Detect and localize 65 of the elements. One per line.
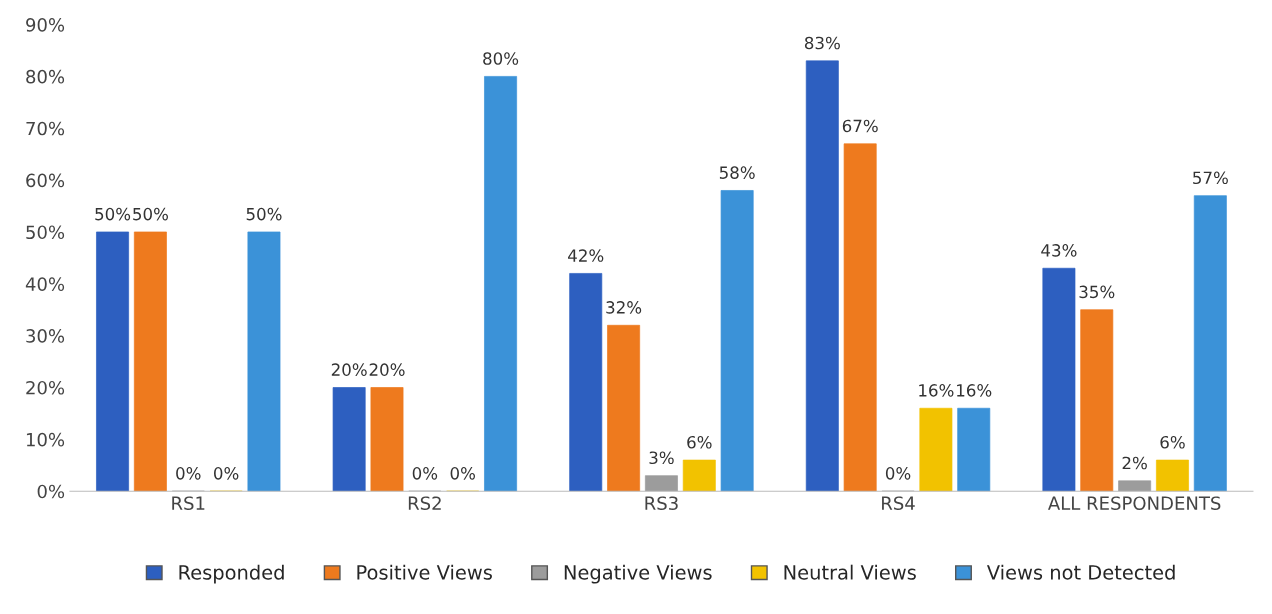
y-tick-label: 10% xyxy=(26,432,65,447)
data-label: 32% xyxy=(606,301,642,314)
bar xyxy=(1080,309,1114,492)
data-label: 0% xyxy=(176,467,201,480)
bar xyxy=(1156,459,1189,492)
data-label: 16% xyxy=(919,384,954,397)
bar xyxy=(957,407,991,492)
legend-label: Responded xyxy=(179,564,284,584)
y-tick-label: 90% xyxy=(26,18,65,32)
data-label: 43% xyxy=(1041,244,1077,257)
bar xyxy=(645,475,678,492)
y-tick-label: 20% xyxy=(26,380,65,395)
data-label: 6% xyxy=(687,435,712,449)
data-label: 50% xyxy=(133,207,168,221)
bar xyxy=(720,190,754,492)
legend-label: Negative Views xyxy=(564,564,712,584)
bar xyxy=(370,387,404,492)
bar xyxy=(133,231,167,492)
data-label: 42% xyxy=(568,249,604,262)
data-label: 0% xyxy=(412,467,438,480)
y-tick-label: 0% xyxy=(37,484,65,499)
bar xyxy=(332,387,366,492)
y-tick-label: 80% xyxy=(26,69,65,84)
bar xyxy=(805,60,839,492)
y-tick-label: 30% xyxy=(26,329,65,343)
data-label: 20% xyxy=(331,363,367,376)
y-tick-label: 60% xyxy=(26,173,65,188)
data-label: 3% xyxy=(649,451,674,465)
data-label: 83% xyxy=(804,36,840,50)
bar xyxy=(96,231,129,492)
x-tick-label: RS3 xyxy=(645,496,678,511)
y-tick-label: 50% xyxy=(26,225,65,240)
bar xyxy=(919,407,953,492)
x-tick-label: RS4 xyxy=(882,496,915,511)
data-label: 50% xyxy=(246,207,282,221)
bar xyxy=(1118,480,1152,492)
x-tick-label: RS2 xyxy=(408,496,441,511)
y-tick-label: 70% xyxy=(26,121,65,136)
data-label: 50% xyxy=(95,207,131,221)
y-tick-label: 40% xyxy=(25,277,65,291)
data-label: 35% xyxy=(1079,285,1115,299)
legend-label: Neutral Views xyxy=(784,564,916,580)
data-label: 6% xyxy=(1160,435,1185,449)
data-label: 16% xyxy=(957,384,992,397)
x-tick-label: ALL RESPONDENTS xyxy=(1047,496,1221,511)
data-label: 2% xyxy=(1122,456,1147,470)
data-label: 20% xyxy=(369,363,405,376)
bar xyxy=(1193,195,1227,492)
data-label: 0% xyxy=(885,467,911,480)
data-label: 80% xyxy=(483,52,519,65)
data-label: 58% xyxy=(719,166,755,179)
bar xyxy=(843,143,877,492)
legend-label: Positive Views xyxy=(357,564,492,580)
bar xyxy=(484,76,517,492)
data-label: 57% xyxy=(1193,171,1228,185)
bar xyxy=(607,324,641,492)
bar xyxy=(569,273,603,492)
legend-label: Views not Detected xyxy=(986,564,1175,580)
data-label: 0% xyxy=(213,467,239,480)
bar xyxy=(1042,267,1076,492)
bar xyxy=(247,231,281,492)
bar xyxy=(682,459,716,492)
data-label: 67% xyxy=(842,119,878,133)
x-tick-label: RS1 xyxy=(172,496,205,511)
data-label: 0% xyxy=(450,467,475,480)
